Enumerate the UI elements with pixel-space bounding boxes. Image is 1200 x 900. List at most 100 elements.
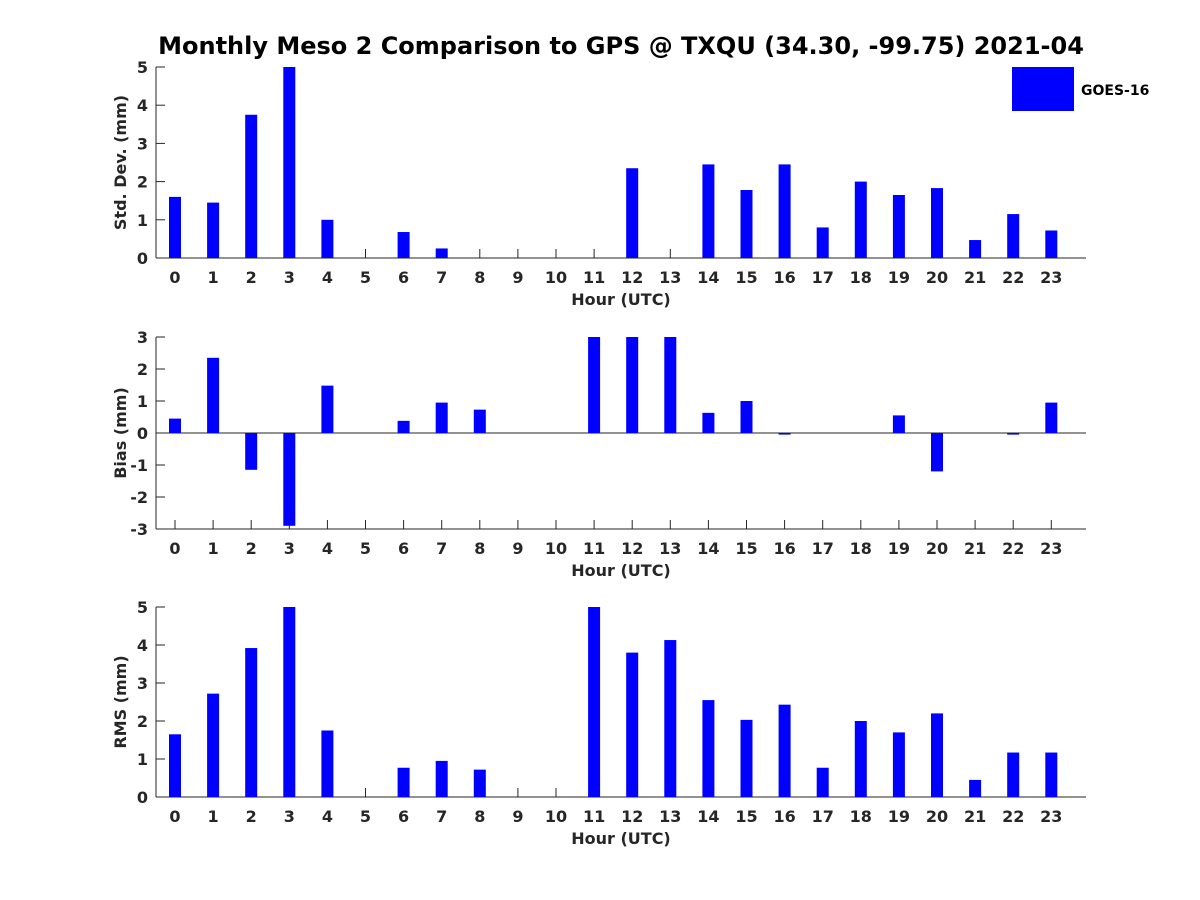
x-tick-label: 14 bbox=[697, 268, 719, 287]
x-tick-label: 15 bbox=[735, 268, 757, 287]
bar-hour-14 bbox=[702, 164, 715, 258]
bar-hour-1 bbox=[207, 693, 220, 797]
bar-hour-22 bbox=[1007, 752, 1020, 797]
x-tick-label: 8 bbox=[474, 807, 485, 826]
x-tick-label: 1 bbox=[208, 268, 219, 287]
bar-hour-13 bbox=[664, 640, 677, 797]
y-axis-label: Std. Dev. (mm) bbox=[111, 95, 130, 230]
bar-hour-15 bbox=[740, 401, 753, 433]
x-tick-label: 5 bbox=[360, 539, 371, 558]
bar-hour-16 bbox=[778, 433, 791, 435]
y-tick-label: 0 bbox=[137, 424, 148, 443]
bar-hour-0 bbox=[169, 418, 181, 433]
bar-hour-0 bbox=[169, 734, 181, 797]
y-tick-label: -1 bbox=[130, 456, 148, 475]
x-tick-label: 21 bbox=[964, 807, 986, 826]
y-tick-label: 1 bbox=[137, 750, 148, 769]
x-tick-label: 18 bbox=[850, 268, 872, 287]
x-tick-label: 15 bbox=[735, 539, 757, 558]
x-tick-label: 2 bbox=[246, 268, 257, 287]
x-tick-label: 23 bbox=[1040, 807, 1062, 826]
x-tick-label: 12 bbox=[621, 268, 643, 287]
x-tick-label: 14 bbox=[697, 539, 719, 558]
x-tick-label: 18 bbox=[850, 807, 872, 826]
x-tick-label: 12 bbox=[621, 807, 643, 826]
bar-hour-1 bbox=[207, 202, 220, 258]
bar-hour-23 bbox=[1045, 230, 1058, 258]
y-tick-label: -3 bbox=[130, 520, 148, 539]
x-tick-label: 23 bbox=[1040, 539, 1062, 558]
bar-hour-4 bbox=[321, 730, 334, 797]
x-tick-label: 6 bbox=[398, 268, 409, 287]
x-tick-label: 4 bbox=[322, 807, 333, 826]
bar-hour-14 bbox=[702, 412, 715, 433]
bar-hour-13 bbox=[664, 337, 677, 433]
bar-hour-20 bbox=[931, 433, 943, 472]
y-tick-label: 2 bbox=[137, 360, 148, 379]
bar-hour-6 bbox=[397, 232, 410, 258]
x-tick-label: 8 bbox=[474, 539, 485, 558]
bar-hour-17 bbox=[816, 767, 829, 797]
bar-hour-19 bbox=[892, 415, 905, 433]
x-tick-label: 4 bbox=[322, 268, 333, 287]
x-tick-label: 20 bbox=[926, 268, 948, 287]
bar-hour-22 bbox=[1007, 433, 1020, 435]
bar-hour-18 bbox=[854, 721, 867, 797]
x-axis-label: Hour (UTC) bbox=[571, 290, 671, 309]
x-tick-label: 16 bbox=[773, 539, 795, 558]
x-tick-label: 0 bbox=[169, 268, 180, 287]
y-tick-label: 3 bbox=[137, 674, 148, 693]
bar-hour-14 bbox=[702, 700, 715, 797]
x-tick-label: 10 bbox=[545, 539, 567, 558]
x-tick-label: 7 bbox=[436, 807, 447, 826]
bar-hour-12 bbox=[626, 168, 639, 258]
bar-hour-16 bbox=[778, 164, 791, 258]
bar-hour-19 bbox=[892, 732, 905, 797]
bar-hour-3 bbox=[283, 433, 296, 526]
y-tick-label: 0 bbox=[137, 249, 148, 268]
x-tick-label: 15 bbox=[735, 807, 757, 826]
bar-hour-7 bbox=[435, 248, 448, 258]
x-tick-label: 8 bbox=[474, 268, 485, 287]
x-tick-label: 11 bbox=[583, 807, 605, 826]
x-tick-label: 22 bbox=[1002, 807, 1024, 826]
x-tick-label: 10 bbox=[545, 268, 567, 287]
x-tick-label: 2 bbox=[246, 807, 257, 826]
x-tick-label: 6 bbox=[398, 807, 409, 826]
y-tick-label: 1 bbox=[137, 392, 148, 411]
x-tick-label: 21 bbox=[964, 539, 986, 558]
bar-hour-19 bbox=[892, 194, 905, 258]
y-tick-label: -2 bbox=[130, 488, 148, 507]
x-tick-label: 22 bbox=[1002, 268, 1024, 287]
legend: GOES-16 bbox=[1012, 67, 1149, 111]
y-tick-label: 4 bbox=[137, 636, 148, 655]
y-tick-label: 5 bbox=[137, 58, 148, 77]
x-tick-label: 3 bbox=[284, 268, 295, 287]
bar-hour-7 bbox=[435, 760, 448, 797]
x-tick-label: 6 bbox=[398, 539, 409, 558]
bar-hour-12 bbox=[626, 337, 639, 433]
y-tick-label: 5 bbox=[137, 598, 148, 617]
bar-hour-6 bbox=[397, 420, 410, 433]
x-tick-label: 5 bbox=[360, 807, 371, 826]
bar-hour-4 bbox=[321, 385, 334, 433]
bar-hour-2 bbox=[245, 648, 258, 797]
bar-hour-23 bbox=[1045, 402, 1058, 433]
x-tick-label: 1 bbox=[208, 539, 219, 558]
x-tick-label: 17 bbox=[812, 807, 834, 826]
x-tick-label: 13 bbox=[659, 539, 681, 558]
x-tick-label: 0 bbox=[169, 539, 180, 558]
bar-hour-11 bbox=[588, 607, 601, 797]
x-tick-label: 17 bbox=[812, 268, 834, 287]
y-tick-label: 0 bbox=[137, 788, 148, 807]
x-tick-label: 1 bbox=[208, 807, 219, 826]
x-tick-label: 19 bbox=[888, 539, 910, 558]
bar-hour-17 bbox=[816, 227, 829, 258]
bar-hour-21 bbox=[969, 779, 982, 797]
x-tick-label: 9 bbox=[512, 268, 523, 287]
x-tick-label: 3 bbox=[284, 539, 295, 558]
